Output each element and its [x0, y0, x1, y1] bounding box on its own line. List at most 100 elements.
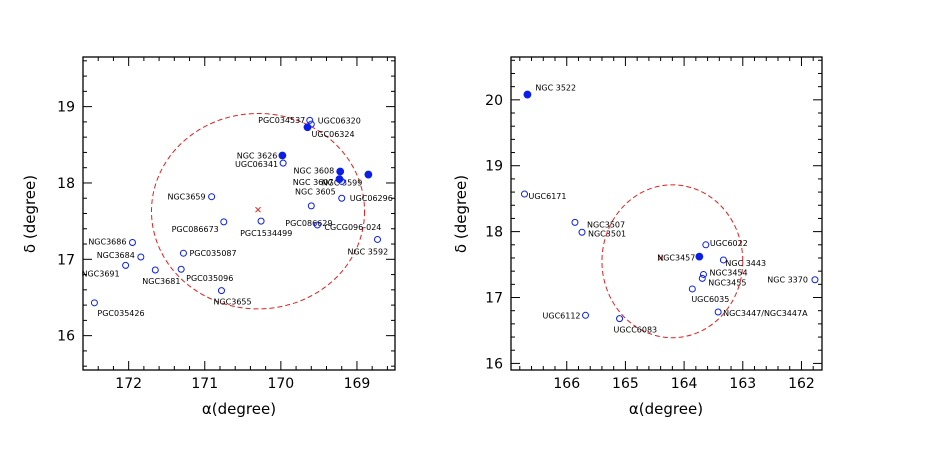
galaxy-point-ngc-3626	[278, 151, 287, 160]
right-panel: α(degree) δ (degree) 166 165 164 163 162 16 17…	[452, 56, 823, 418]
galaxy-point-pgc1534499	[257, 217, 265, 225]
galaxy-point-pgc035096	[177, 265, 185, 273]
right-x-tick-label: 162	[788, 376, 815, 392]
galaxy-point-ngc3501	[578, 228, 586, 236]
galaxy-label-pgc035096: PGC035096	[186, 274, 233, 283]
galaxy-point-ngc3684	[137, 253, 145, 261]
right-x-axis-label: α(degree)	[629, 400, 703, 418]
galaxy-point-ngc3457	[695, 252, 704, 261]
galaxy-point-pgc086673	[220, 218, 228, 226]
galaxy-point-ugc6171	[520, 190, 528, 198]
galaxy-point-ugcc6083	[616, 315, 624, 323]
left-x-tick-label: 169	[344, 376, 371, 392]
right-y-tick-label: 20	[485, 93, 503, 109]
galaxy-label-pgc034537: PGC034537	[258, 116, 305, 125]
galaxy-label-pgc086629: PGC086629	[285, 219, 332, 228]
right-x-tick-label: 163	[729, 376, 756, 392]
left-x-axis-label: α(degree)	[202, 400, 276, 418]
galaxy-label-ngc3691: NGC3691	[81, 269, 119, 278]
galaxy-label-cgcg096-024: CGCG096-024	[324, 223, 381, 232]
galaxy-label-ugc06341: UGC06341	[235, 160, 278, 169]
left-x-tick-label: 172	[115, 376, 142, 392]
right-x-tick-label: 165	[612, 376, 639, 392]
galaxy-point-cgcg096-024	[313, 221, 321, 229]
right-y-tick-label: 17	[485, 291, 503, 307]
left-panel: α(degree) δ (degree) 172 171 170 169 16 17 18 1…	[21, 56, 396, 418]
galaxy-point-ugc06324	[303, 123, 312, 132]
galaxy-point-ugc06341	[279, 159, 287, 167]
galaxy-label-ngc3454: NGC3454	[709, 268, 747, 277]
right-y-tick-label: 16	[485, 356, 503, 372]
galaxy-label-pgc035087: PGC035087	[189, 249, 236, 258]
galaxy-label-ugc06296: UGC06296	[350, 194, 393, 203]
right-center-marker	[657, 255, 664, 261]
galaxy-point-ngc3655	[217, 287, 225, 295]
galaxy-point-ngc-3592	[373, 235, 381, 243]
galaxy-point-ngc-3370	[811, 276, 819, 284]
galaxy-label-ugc6171: UGC6171	[528, 192, 566, 201]
galaxy-label-ngc3457: NGC3457	[657, 254, 695, 263]
galaxy-point-pgc035087	[179, 249, 187, 257]
right-group-ellipse	[601, 184, 744, 339]
galaxy-label-ngc3659: NGC3659	[167, 193, 205, 202]
galaxy-label-ugc6112: UGC6112	[543, 311, 581, 320]
galaxy-label-ngc3686: NGC3686	[88, 238, 126, 247]
right-x-tick-label: 164	[671, 376, 698, 392]
galaxy-label-ugc06320: UGC06320	[318, 116, 361, 125]
galaxy-point-ngc-3608	[336, 167, 345, 176]
left-y-tick-label: 16	[57, 329, 75, 345]
galaxy-point-ngc-3443	[719, 256, 727, 264]
right-x-tick-label: 166	[553, 376, 580, 392]
right-plot-frame	[510, 56, 823, 371]
galaxy-label-pgc086673: PGC086673	[172, 225, 219, 234]
galaxy-label-ngc-3599: NGC 3599	[322, 179, 363, 188]
galaxy-point-ngc3455	[698, 274, 706, 282]
left-group-ellipse	[150, 112, 366, 310]
galaxy-point-ngc-3605	[338, 177, 346, 185]
galaxy-point-ugc06296	[338, 194, 346, 202]
galaxy-label-ngc-3608: NGC 3608	[294, 167, 335, 176]
galaxy-label-ugc6035: UGC6035	[691, 295, 729, 304]
galaxy-label-ngc3681: NGC3681	[142, 277, 180, 286]
galaxy-point-ugc6022	[702, 241, 710, 249]
left-y-axis-label: δ (degree)	[21, 175, 39, 253]
galaxy-point-ngc3454	[699, 270, 707, 278]
galaxy-label-ugc06324: UGC06324	[311, 130, 354, 139]
right-y-tick-label: 19	[485, 159, 503, 175]
galaxy-label-ngc-3370: NGC 3370	[767, 276, 808, 285]
galaxy-label-ngc3455: NGC3455	[708, 278, 746, 287]
galaxy-point-ngc3691	[122, 261, 130, 269]
galaxy-label-ugcc6083: UGCC6083	[614, 326, 658, 335]
galaxy-label-pgc1534499: PGC1534499	[240, 229, 292, 238]
galaxy-label-ngc3684: NGC3684	[97, 251, 135, 260]
galaxy-point-ngc3681	[151, 266, 159, 274]
galaxy-point-ngc3507	[571, 218, 579, 226]
galaxy-label-ngc3447-ngc3447a: NGC3447/NGC3447A	[723, 309, 808, 318]
galaxy-label-ngc3655: NGC3655	[213, 298, 251, 307]
left-y-tick-label: 18	[57, 176, 75, 192]
galaxy-label-ngc-3607: NGC 3607	[293, 178, 334, 187]
galaxy-label-ngc-3626: NGC 3626	[237, 151, 278, 160]
left-y-tick-label: 17	[57, 252, 75, 268]
left-x-tick-label: 170	[267, 376, 294, 392]
galaxy-label-ngc-3605: NGC 3605	[295, 187, 336, 196]
galaxy-point-ugc6112	[582, 311, 590, 319]
right-y-axis-label: δ (degree)	[452, 175, 470, 253]
galaxy-point-ugc06320	[306, 116, 314, 124]
right-y-tick-label: 18	[485, 225, 503, 241]
galaxy-point-ngc3659	[208, 193, 216, 201]
galaxy-point-pgc035426	[90, 299, 98, 307]
galaxy-label-ngc-3592: NGC 3592	[347, 247, 388, 256]
galaxy-point-ngc-3522	[523, 90, 532, 99]
galaxy-point-ngc3686	[128, 239, 136, 247]
galaxy-point-pgc086629	[307, 202, 315, 210]
galaxy-point-ugc6035	[688, 285, 696, 293]
galaxy-label-ugc6022: UGC6022	[710, 239, 748, 248]
galaxy-point-ngc3447-ngc3447a	[714, 308, 722, 316]
galaxy-point-ngc-3599	[364, 170, 373, 179]
left-plot-frame	[82, 56, 396, 371]
galaxy-label-pgc035426: PGC035426	[97, 309, 144, 318]
left-y-tick-label: 19	[57, 100, 75, 116]
galaxy-label-ngc-3522: NGC 3522	[535, 84, 576, 93]
